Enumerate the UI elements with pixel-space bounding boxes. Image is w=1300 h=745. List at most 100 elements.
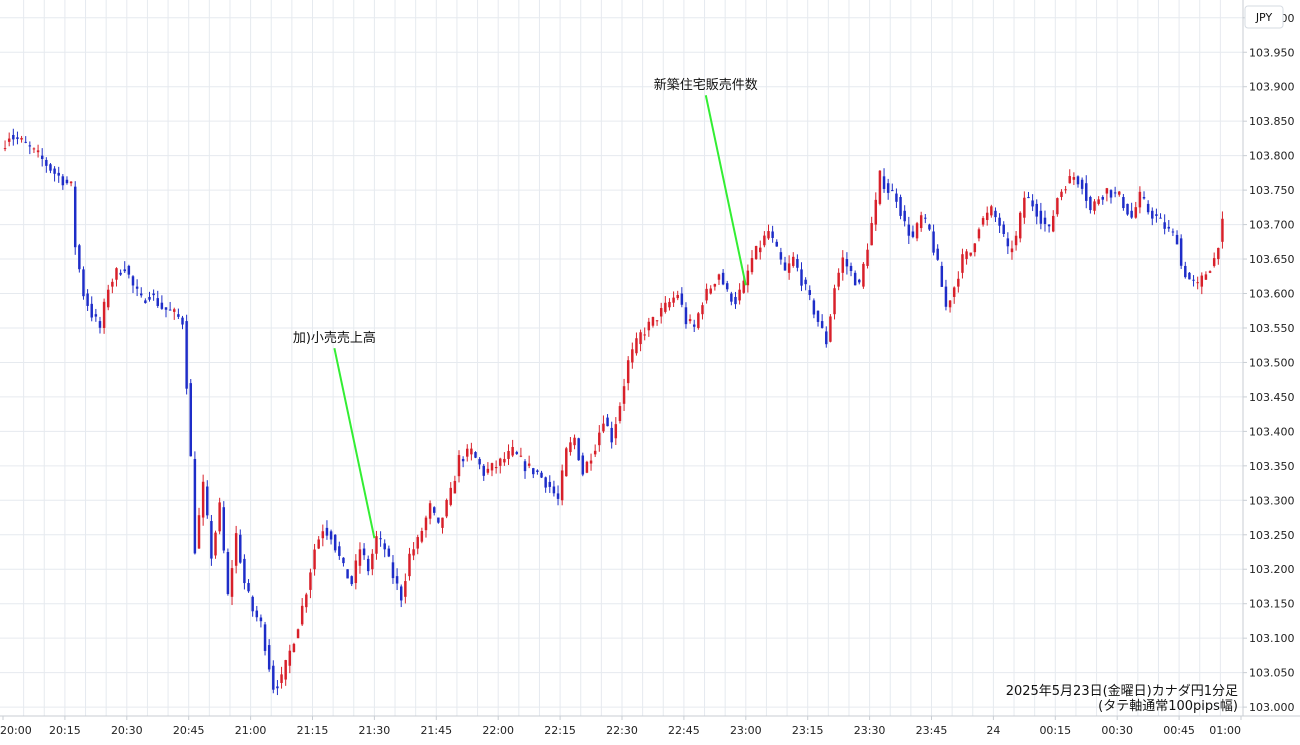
candle [358,542,362,574]
candle-body [20,137,23,140]
candle [234,525,238,574]
candle-body [1217,247,1220,260]
candle [346,569,349,579]
candle-body [800,269,803,286]
candle [721,269,725,286]
candle [754,245,758,260]
candle [977,227,981,242]
candle-body [775,241,778,247]
candle-body [338,546,341,556]
candle [734,291,737,309]
candle [1155,208,1158,223]
x-tick-label: 22:00 [482,724,514,737]
candle-body [156,298,159,306]
candle [796,254,799,272]
candle [589,453,593,471]
candle-body [362,548,366,556]
candle-body [585,461,589,473]
candle-body [457,455,461,477]
candle [928,223,931,231]
candle [779,247,783,265]
candle [61,174,65,190]
candle-body [102,301,106,328]
candle [193,451,197,555]
candle [618,402,622,424]
candle-body [243,558,246,584]
candle [65,176,69,185]
candle-body [346,569,349,579]
candle-body [486,468,490,473]
candle [664,296,667,314]
x-tick-label: 21:15 [297,724,329,737]
candle-body [779,252,783,260]
candle-body [1146,203,1150,213]
candle [573,434,576,450]
candle [395,568,399,591]
candle [655,320,659,326]
candle [329,529,333,545]
candle [300,598,304,626]
candle-body [878,170,882,204]
candle [1002,221,1005,237]
candle-body [395,576,399,584]
candle [560,464,564,506]
candle [90,296,93,322]
candle [961,248,964,279]
candle-body [1126,203,1129,215]
y-tick-label: 103.350 [1249,460,1295,473]
candle [845,252,849,275]
candle-body [1134,207,1138,218]
candle [296,628,300,639]
candle-body [825,331,828,345]
candle-body [870,223,873,246]
candle [102,298,106,334]
candle-body [697,313,700,328]
candle [998,213,1001,234]
candle-body [1151,210,1154,219]
candle [598,425,601,452]
candle-body [1089,197,1092,211]
candle-body [222,507,226,551]
candle [713,283,717,291]
y-tick-label: 103.200 [1249,563,1295,576]
candle-body [552,486,556,494]
candle [759,240,762,260]
candle-body [412,549,415,556]
annotation-label: 新築住宅販売件数 [654,77,758,93]
candle [767,224,770,240]
candle-body [845,259,849,267]
candle [457,450,461,483]
candle-body [350,576,353,585]
candle [383,539,386,558]
candle [127,264,131,279]
candle-body [280,674,283,683]
currency-label-box[interactable]: JPY [1244,5,1284,29]
candle [449,482,452,507]
candle [239,529,242,564]
candle-body [300,605,304,625]
x-tick-label: 00:45 [1163,724,1195,737]
candle-body [404,581,407,597]
candle [437,517,440,524]
candle [816,310,820,327]
candle [226,548,230,596]
candle [111,278,114,294]
candle-body [672,297,675,303]
candle-body [532,468,535,475]
candle-body [1122,197,1125,209]
candle-body [746,270,750,286]
candle [680,287,684,308]
candle-body [759,247,762,253]
candle-body [342,557,345,564]
candle [366,555,370,576]
candle-body [82,269,85,297]
candle-body [424,517,428,531]
candle-body [164,307,168,310]
y-tick-label: 103.150 [1249,598,1295,611]
candle-body [1208,271,1212,273]
candle-body [7,138,11,142]
candle [218,497,221,535]
candle [317,536,320,550]
candle [1039,202,1043,230]
y-tick-label: 103.700 [1249,219,1295,232]
